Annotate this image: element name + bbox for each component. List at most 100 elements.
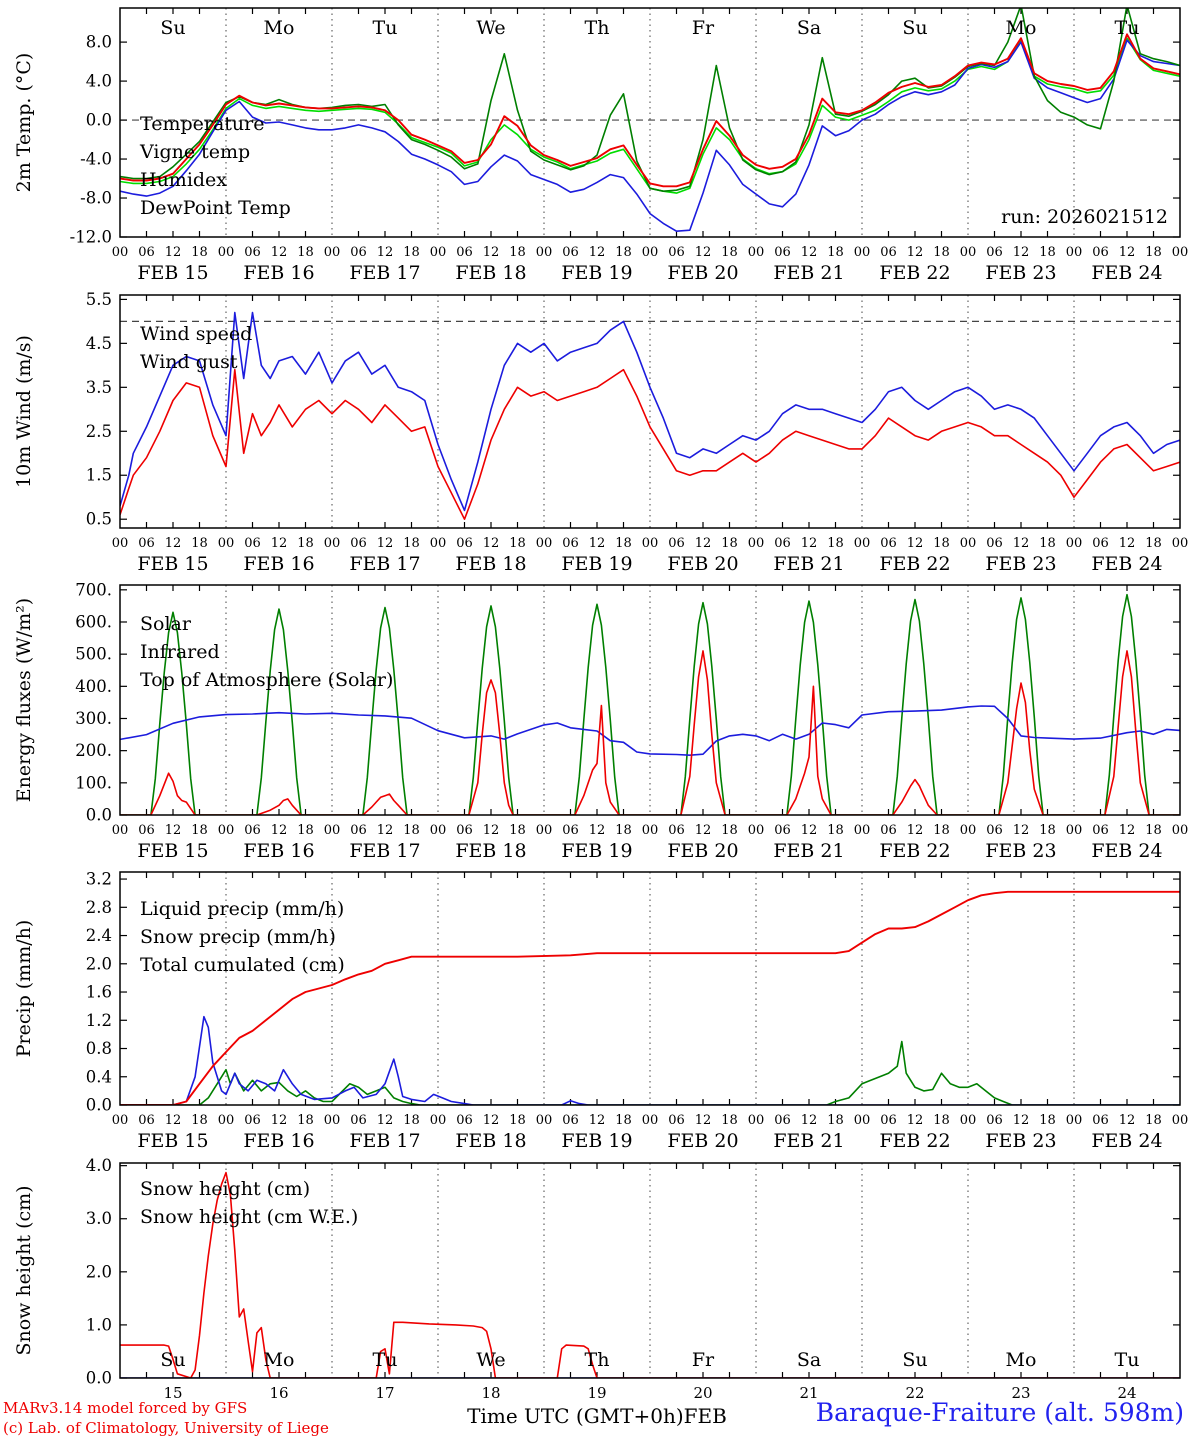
- hour-tick-label: 18: [933, 823, 950, 838]
- hour-tick-label: 18: [615, 536, 632, 551]
- series-line-infrared: [120, 705, 1180, 757]
- series-line-solar: [120, 650, 1180, 815]
- day-label: FEB 17: [349, 840, 420, 862]
- hour-tick-label: 12: [377, 245, 394, 260]
- snow-height-panel: 4.0 3.0 2.0 1.0 0.0 Snow height (cm) Snow heig…: [13, 1156, 1181, 1402]
- y-tick-label: 700.: [75, 580, 112, 599]
- day-number-label: 15: [163, 1384, 182, 1402]
- weekday-label: Mo: [1006, 17, 1037, 39]
- hour-tick-label: 12: [907, 245, 924, 260]
- hour-tick-label: 18: [191, 536, 208, 551]
- hour-tick-label: 18: [721, 823, 738, 838]
- hour-tick-label: 00: [112, 1113, 129, 1128]
- weekday-label: Th: [585, 1349, 610, 1371]
- hour-tick-label: 06: [668, 823, 685, 838]
- weekday-label: Sa: [797, 17, 821, 39]
- hour-tick-label: 18: [191, 245, 208, 260]
- day-label: FEB 24: [1091, 553, 1162, 575]
- day-label: FEB 19: [561, 553, 632, 575]
- day-label: FEB 19: [561, 840, 632, 862]
- hour-tick-label: 00: [112, 245, 129, 260]
- y-tick-label: 1.2: [86, 1011, 112, 1030]
- y-tick-label: -4.0: [80, 150, 112, 169]
- hour-tick-label: 00: [642, 245, 659, 260]
- hour-tick-label: 12: [165, 536, 182, 551]
- hour-tick-label: 06: [880, 1113, 897, 1128]
- legend-solar: Solar: [140, 613, 192, 635]
- day-label: FEB 16: [243, 553, 314, 575]
- day-label: FEB 24: [1091, 840, 1162, 862]
- day-label: FEB 20: [667, 1130, 738, 1152]
- hour-tick-label: 18: [933, 1113, 950, 1128]
- hour-tick-label: 12: [483, 823, 500, 838]
- plot-frame: [119, 871, 1181, 1106]
- weekday-label: Tu: [1115, 1349, 1140, 1371]
- day-label: FEB 17: [349, 553, 420, 575]
- hour-tick-label: 12: [271, 823, 288, 838]
- weekday-label: Tu: [1115, 17, 1140, 39]
- plot-frame: [119, 1162, 1181, 1379]
- weekday-label: Fr: [692, 17, 715, 39]
- hour-tick-label: 06: [350, 823, 367, 838]
- hour-tick-label: 12: [1119, 245, 1136, 260]
- day-number-label: 24: [1117, 1384, 1136, 1402]
- series-line-wind-speed: [120, 368, 1180, 521]
- day-label: FEB 15: [137, 553, 208, 575]
- day-label: FEB 18: [455, 553, 526, 575]
- hour-tick-label: 18: [509, 823, 526, 838]
- hour-tick-label: 00: [430, 245, 447, 260]
- hour-tick-label: 06: [138, 245, 155, 260]
- hour-tick-label: 12: [165, 1113, 182, 1128]
- hour-tick-label: 00: [536, 823, 553, 838]
- y-tick-label: 500.: [75, 645, 112, 664]
- y-tick-label: 2.0: [86, 954, 112, 973]
- hour-tick-label: 06: [880, 536, 897, 551]
- hour-tick-label: 06: [562, 1113, 579, 1128]
- hour-tick-label: 00: [642, 1113, 659, 1128]
- hour-tick-label: 06: [562, 536, 579, 551]
- y-tick-label: 600.: [75, 612, 112, 631]
- hour-tick-label: 12: [695, 536, 712, 551]
- hour-tick-label: 18: [1039, 536, 1056, 551]
- legend-top-of-atmosphere-solar: Top of Atmosphere (Solar): [140, 669, 393, 691]
- day-label: FEB 22: [879, 553, 950, 575]
- ylabel-snow-height-panel: Snow height (cm): [13, 1185, 35, 1355]
- hour-tick-label: 12: [695, 823, 712, 838]
- hour-tick-label: 00: [324, 1113, 341, 1128]
- hour-tick-label: 12: [1119, 823, 1136, 838]
- hour-tick-label: 12: [801, 1113, 818, 1128]
- weekday-label: Mo: [264, 1349, 295, 1371]
- day-label: FEB 17: [349, 1130, 420, 1152]
- day-label: FEB 21: [773, 1130, 844, 1152]
- y-tick-label: 0.4: [86, 1067, 112, 1086]
- hour-tick-label: 18: [403, 1113, 420, 1128]
- hour-tick-label: 06: [350, 245, 367, 260]
- weekday-label: Su: [902, 1349, 927, 1371]
- hour-tick-label: 12: [1119, 1113, 1136, 1128]
- hour-tick-label: 06: [880, 245, 897, 260]
- day-label: FEB 16: [243, 262, 314, 284]
- hour-tick-label: 00: [748, 1113, 765, 1128]
- hour-tick-label: 00: [1172, 823, 1189, 838]
- temperature-panel: 8.0 4.0 0.0 -4.0 -8.0 -12.0 Temperature Vigne t…: [13, 7, 1188, 284]
- day-label: FEB 22: [879, 1130, 950, 1152]
- y-tick-label: 0.0: [86, 111, 112, 130]
- plot-frame: [119, 294, 1181, 529]
- day-label: FEB 23: [985, 840, 1056, 862]
- y-tick-label: 2.4: [86, 926, 112, 945]
- hour-tick-label: 06: [774, 1113, 791, 1128]
- y-tick-label: -12.0: [70, 228, 112, 247]
- hour-tick-label: 06: [986, 536, 1003, 551]
- weekday-label: Su: [902, 17, 927, 39]
- hour-tick-label: 18: [403, 245, 420, 260]
- y-tick-label: 2.0: [86, 1262, 112, 1281]
- legend-snow-height-cm-w-e: Snow height (cm W.E.): [140, 1206, 358, 1228]
- hour-tick-label: 00: [960, 245, 977, 260]
- hour-tick-label: 12: [271, 1113, 288, 1128]
- hour-tick-label: 00: [748, 536, 765, 551]
- y-tick-label: 300.: [75, 709, 112, 728]
- legend-infrared: Infrared: [140, 641, 220, 663]
- y-tick-label: 200.: [75, 741, 112, 760]
- hour-tick-label: 00: [536, 1113, 553, 1128]
- hour-tick-label: 06: [774, 536, 791, 551]
